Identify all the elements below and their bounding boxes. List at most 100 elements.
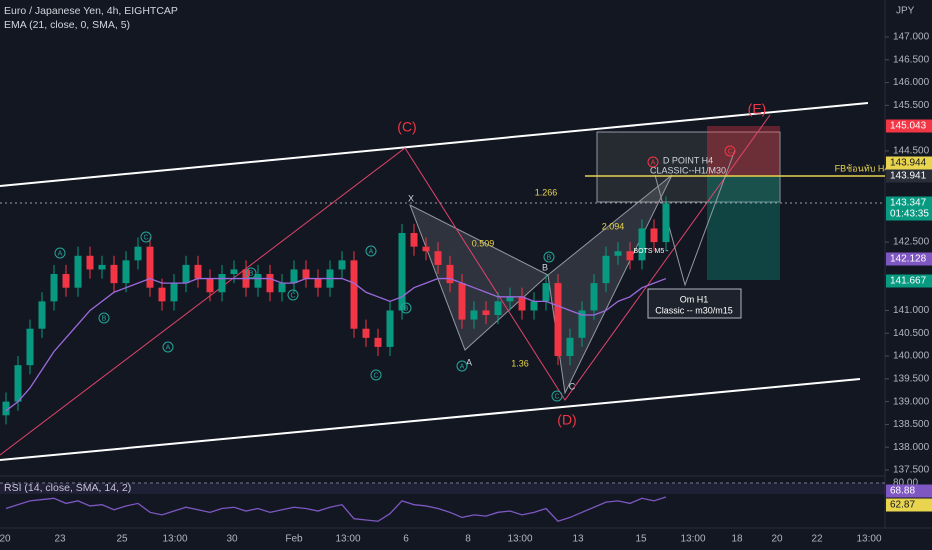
ema-line xyxy=(5,277,667,412)
price-badge xyxy=(886,484,932,498)
candle-body xyxy=(146,246,154,288)
channel-top xyxy=(0,102,869,187)
candle-body xyxy=(410,232,418,247)
time-label: 18 xyxy=(731,534,743,545)
price-tick-label: 146.000 xyxy=(893,77,930,88)
candle-body xyxy=(590,283,598,311)
candle-body xyxy=(206,278,214,293)
candle-body xyxy=(530,301,538,311)
time-label: 20 xyxy=(771,534,783,545)
wave-mark-ring xyxy=(365,245,377,257)
annotation: CLASSIC--H1/M30 xyxy=(650,165,726,175)
indicator-label: EMA (21, close, 0, SMA, 5) xyxy=(4,19,130,31)
candle-body xyxy=(422,246,430,252)
time-label: 13:00 xyxy=(507,534,532,545)
annotation: Om H1 xyxy=(680,294,709,304)
candle-body xyxy=(518,296,526,311)
candle-body xyxy=(194,264,202,279)
candle-body xyxy=(350,260,358,329)
candle-body xyxy=(290,269,298,284)
candle-body xyxy=(134,246,142,261)
candle-body xyxy=(86,255,94,270)
price-badge-label: 143.941 xyxy=(890,171,927,182)
candle-body xyxy=(446,264,454,284)
time-label: 13:00 xyxy=(335,534,360,545)
candle-body xyxy=(602,255,610,284)
time-label: 22 xyxy=(811,534,823,545)
price-tick-label: 145.500 xyxy=(893,100,930,111)
candle-body xyxy=(266,274,274,293)
candle-body xyxy=(302,269,310,279)
wave-mark-ring xyxy=(245,267,257,279)
time-label: 6 xyxy=(403,534,409,545)
wave-mark: B xyxy=(547,254,552,261)
annotation: Classic -- m30/m15 xyxy=(655,305,733,315)
wave-mark: B xyxy=(249,270,254,277)
annotation: (E) xyxy=(748,101,767,117)
candle-body xyxy=(254,274,262,288)
time-label: 15 xyxy=(635,534,647,545)
candle-body xyxy=(362,328,370,338)
candle-body xyxy=(650,228,658,243)
profit-box xyxy=(707,176,780,280)
price-tick-label: 142.500 xyxy=(893,237,930,248)
price-badge-label: 68.88 xyxy=(890,486,915,497)
candle-body xyxy=(74,255,82,288)
candle-body xyxy=(338,260,346,270)
chart-title: Euro / Japanese Yen, 4h, EIGHTCAP xyxy=(4,5,178,17)
price-badge-label: 141.667 xyxy=(890,276,927,287)
wave-mark: C xyxy=(290,292,295,299)
time-label: 30 xyxy=(226,534,238,545)
candle-body xyxy=(26,328,34,366)
price-tick-label: 140.000 xyxy=(893,351,930,362)
candle-body xyxy=(494,301,502,316)
wave-line xyxy=(0,114,771,456)
candle-body xyxy=(458,283,466,320)
wave-mark: C xyxy=(143,234,148,241)
wave-mark-ring xyxy=(54,247,66,259)
time-label: 13:00 xyxy=(856,534,881,545)
wave-mark-ring xyxy=(98,312,110,324)
price-tick-label: 140.500 xyxy=(893,328,930,339)
rsi-tick-label: 80.00 xyxy=(893,478,918,489)
wave-mark: B xyxy=(404,305,409,312)
candle-body xyxy=(554,283,562,357)
candle-body xyxy=(506,296,514,302)
candle-body xyxy=(278,283,286,293)
rsi-background xyxy=(0,483,885,494)
annotation: (C) xyxy=(397,119,416,135)
time-label: 23 xyxy=(54,534,66,545)
wave-mark: C xyxy=(554,393,559,400)
annotation: B xyxy=(542,262,548,272)
annotation: D POINT H4 xyxy=(663,155,713,165)
candle-body xyxy=(314,278,322,288)
channel-bottom xyxy=(0,378,861,461)
wave-mark: A xyxy=(166,344,171,351)
time-label: 13 xyxy=(572,534,584,545)
wave-mark-ring xyxy=(543,251,555,263)
wave-mark: A xyxy=(460,363,465,370)
candle-body xyxy=(626,251,634,261)
wave-mark-ring xyxy=(162,341,174,353)
candle-body xyxy=(38,301,46,329)
candle-body xyxy=(470,310,478,320)
candle-body xyxy=(218,274,226,293)
price-tick-label: 138.500 xyxy=(893,419,930,430)
price-badge-label: 62.87 xyxy=(890,500,915,511)
annotation: FBช้อนทับ H4 xyxy=(835,163,890,173)
time-label: 13:00 xyxy=(680,534,705,545)
wave-mark-ring xyxy=(551,390,563,402)
candle-body xyxy=(158,287,166,302)
time-label: 8 xyxy=(465,534,471,545)
wave-mark: C xyxy=(373,372,378,379)
wave-mark: B xyxy=(102,315,107,322)
price-badge xyxy=(886,252,932,266)
annotation: 1.266 xyxy=(535,187,558,197)
candle-body xyxy=(50,274,58,302)
candle-body xyxy=(482,310,490,316)
currency: JPY xyxy=(896,6,915,17)
price-badge-label: 145.043 xyxy=(890,121,927,132)
annotation: 2.094 xyxy=(602,221,625,231)
